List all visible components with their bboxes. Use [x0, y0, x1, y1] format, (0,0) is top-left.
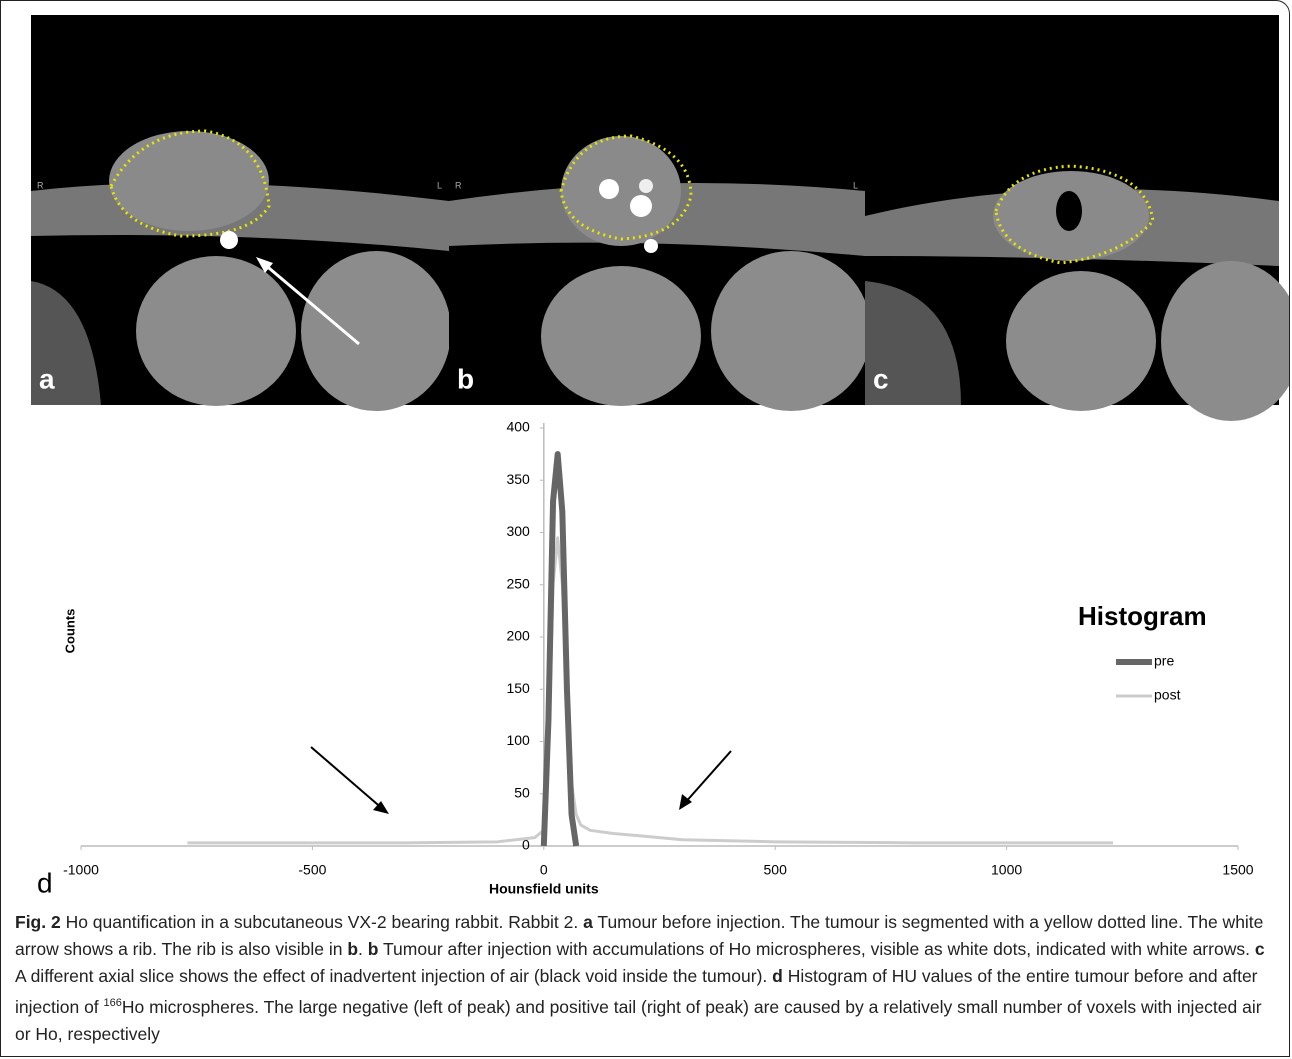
legend-title: Histogram: [1078, 601, 1207, 631]
orientation-label: L: [853, 180, 858, 190]
caption-text: a: [583, 912, 593, 932]
y-tick-label: 200: [506, 628, 530, 644]
caption-text: b: [347, 939, 359, 959]
caption-text: A different axial slice shows the effect…: [15, 966, 773, 986]
x-tick-label: 1500: [1222, 862, 1253, 878]
caption-text: Tumour after injection with accumulation…: [378, 939, 1255, 959]
caption-text: Fig. 2: [15, 912, 61, 932]
y-tick-label: 400: [506, 419, 530, 435]
orientation-label: L: [437, 180, 442, 190]
caption-text: Tumour before injection. The tumour is s…: [15, 912, 1264, 959]
panel-label: b: [457, 363, 474, 394]
orientation-label: R: [37, 180, 44, 190]
annotation-arrow: [683, 750, 732, 805]
y-tick-label: 350: [506, 471, 530, 487]
caption-text: .: [358, 939, 368, 959]
caption-text: Ho quantification in a subcutaneous VX-2…: [60, 912, 584, 932]
caption-text: b: [367, 939, 379, 959]
histogram-chart: [310, 746, 732, 814]
y-tick-label: 100: [506, 732, 530, 748]
orientation-label: R: [455, 180, 462, 190]
x-axis-label: Hounsfield units: [489, 881, 599, 897]
y-tick-label: 250: [506, 575, 530, 591]
caption-text: Ho microspheres. The large negative (lef…: [15, 996, 1262, 1044]
y-tick-label: 0: [522, 837, 530, 853]
caption-text: d: [772, 966, 783, 986]
figure-caption: Fig. 2 Ho quantification in a subcutaneo…: [15, 909, 1277, 1048]
panel-label: a: [39, 363, 55, 394]
figure-graphics: a R Lb R Lc 0 50 100 150 200 250 300 350 400 -1000 -500…: [31, 15, 1289, 898]
data-line: [540, 451, 580, 847]
caption-text: c: [1254, 939, 1265, 959]
y-tick-label: 50: [514, 784, 530, 800]
y-axis-label: Counts: [62, 609, 77, 654]
x-tick-label: -1000: [63, 862, 99, 878]
y-tick-label: 300: [506, 523, 530, 539]
annotation-arrowhead: [679, 794, 692, 810]
x-tick-label: 0: [540, 862, 548, 878]
ct-panel-a: [31, 15, 451, 411]
ct-panel-b: [449, 15, 871, 411]
caption-text: 166: [103, 997, 122, 1009]
x-tick-label: 1000: [991, 862, 1022, 878]
caption-text: Histogram of HU values of the entire tum…: [15, 966, 1258, 1017]
panel-label: c: [873, 363, 889, 394]
legend-label: pre: [1154, 653, 1174, 669]
y-tick-label: 150: [506, 680, 530, 696]
panel-label: d: [37, 867, 53, 898]
x-tick-label: -500: [298, 862, 326, 878]
annotation-arrowhead: [373, 801, 389, 814]
data-line: [187, 536, 1114, 845]
annotation-arrow: [310, 746, 385, 811]
x-tick-label: 500: [764, 862, 788, 878]
ct-panel-c: [865, 15, 1289, 421]
legend-label: post: [1154, 687, 1181, 703]
